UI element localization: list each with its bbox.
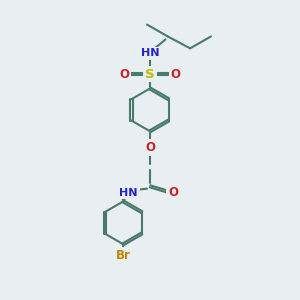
Text: Br: Br	[116, 249, 131, 262]
Text: O: O	[145, 141, 155, 154]
Text: HN: HN	[119, 188, 138, 198]
Text: O: O	[170, 68, 180, 81]
Text: O: O	[168, 186, 178, 199]
Text: O: O	[120, 68, 130, 81]
Text: HN: HN	[141, 48, 159, 59]
Text: S: S	[145, 68, 155, 81]
